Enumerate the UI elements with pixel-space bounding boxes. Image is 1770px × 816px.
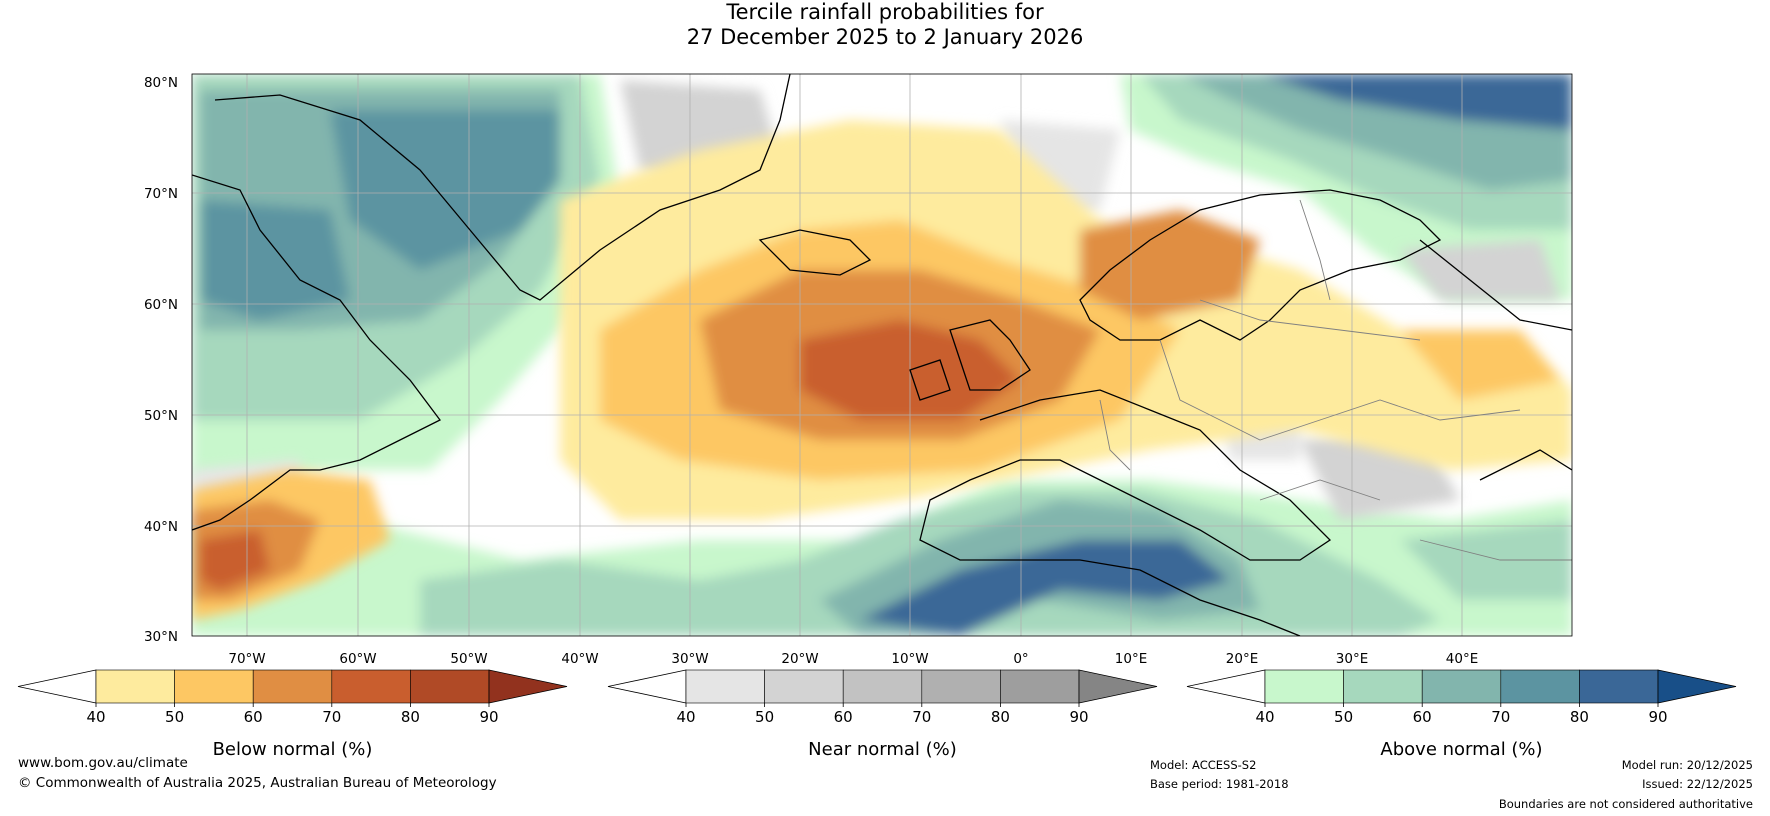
footer-disclaimer: Boundaries are not considered authoritat… xyxy=(1498,797,1753,811)
footer-issued: Issued: 22/12/2025 xyxy=(1642,777,1753,791)
above-colorbar-tick-label: 40 xyxy=(1255,708,1274,726)
probability-shading xyxy=(192,74,1572,636)
lat-label-60n: 60°N xyxy=(144,297,178,313)
footer-model-run: Model run: 20/12/2025 xyxy=(1621,758,1753,772)
below-colorbar-tick-label: 80 xyxy=(401,708,420,726)
near-colorbar-tick-label: 80 xyxy=(991,708,1010,726)
above-colorbar-tick-label: 60 xyxy=(1413,708,1432,726)
below-colorbar-segment-2 xyxy=(174,669,254,704)
near-colorbar-segment-2 xyxy=(764,669,844,704)
near-colorbar-tick-label: 50 xyxy=(755,708,774,726)
lat-label-80n: 80°N xyxy=(144,75,178,91)
above-normal-region-northeast xyxy=(1120,74,1572,300)
lat-label-50n: 50°N xyxy=(144,408,178,424)
near-colorbar-high-extension xyxy=(1078,669,1158,704)
lat-label-40n: 40°N xyxy=(144,519,178,535)
below-colorbar-segment-4 xyxy=(331,669,411,704)
lat-label-70n: 70°N xyxy=(144,186,178,202)
lon-label-20w: 20°W xyxy=(781,651,818,667)
graticule xyxy=(192,74,1572,636)
below-colorbar-tick-label: 90 xyxy=(479,708,498,726)
lon-label-10w: 10°W xyxy=(891,651,928,667)
below-colorbar-title: Below normal (%) xyxy=(213,739,373,760)
above-colorbar-tick-label: 90 xyxy=(1648,708,1667,726)
lon-label-70w: 70°W xyxy=(228,651,265,667)
footer-url: www.bom.gov.au/climate xyxy=(18,755,188,771)
near-colorbar-low-extension xyxy=(607,669,687,704)
footer-model: Model: ACCESS-S2 xyxy=(1150,758,1257,772)
near-colorbar-title: Near normal (%) xyxy=(808,739,957,760)
colorbar-above-normal: 40 50 60 70 80 90 Above normal (%) xyxy=(1186,669,1737,760)
near-colorbar-segment-1 xyxy=(685,669,765,704)
below-colorbar-high-extension xyxy=(488,669,568,704)
footer-copyright: © Commonwealth of Australia 2025, Austra… xyxy=(18,775,497,791)
lon-label-60w: 60°W xyxy=(339,651,376,667)
above-normal-region-south xyxy=(192,480,1572,636)
title-line-2: 27 December 2025 to 2 January 2026 xyxy=(686,25,1084,49)
colorbar-near-normal: 40 50 60 70 80 90 Near normal (%) xyxy=(607,669,1158,760)
lon-label-50w: 50°W xyxy=(450,651,487,667)
above-colorbar-segment-1 xyxy=(1264,669,1344,704)
above-colorbar-segment-5 xyxy=(1579,669,1659,704)
above-colorbar-segment-3 xyxy=(1421,669,1502,704)
latitude-labels: 80°N 70°N 60°N 50°N 40°N 30°N xyxy=(144,75,178,645)
near-colorbar-segment-4 xyxy=(921,669,1001,704)
below-colorbar-tick-label: 70 xyxy=(322,708,341,726)
above-colorbar-low-extension xyxy=(1186,669,1266,704)
near-colorbar-segment-3 xyxy=(842,669,923,704)
lon-label-30e: 30°E xyxy=(1336,651,1368,667)
below-colorbar-segment-3 xyxy=(252,669,333,704)
below-colorbar-tick-label: 40 xyxy=(86,708,105,726)
below-colorbar-segment-5 xyxy=(410,669,490,704)
above-colorbar-tick-label: 70 xyxy=(1491,708,1510,726)
country-borders xyxy=(1099,199,1572,561)
map-title: Tercile rainfall probabilities for 27 De… xyxy=(0,0,1770,50)
colorbar-below-normal: 40 50 60 70 80 90 Below normal (%) xyxy=(17,669,568,760)
below-normal-region-southwest xyxy=(192,470,390,620)
above-colorbar-tick-label: 80 xyxy=(1570,708,1589,726)
lon-label-20e: 20°E xyxy=(1226,651,1258,667)
above-colorbar-segment-2 xyxy=(1343,669,1423,704)
above-normal-region-west xyxy=(192,74,620,480)
lon-label-0: 0° xyxy=(1013,651,1028,667)
below-colorbar-tick-label: 60 xyxy=(244,708,263,726)
below-colorbar-tick-label: 50 xyxy=(165,708,184,726)
lon-label-10e: 10°E xyxy=(1115,651,1147,667)
coastlines xyxy=(192,74,1572,636)
below-colorbar-low-extension xyxy=(17,669,97,704)
lat-label-30n: 30°N xyxy=(144,629,178,645)
above-colorbar-high-extension xyxy=(1657,669,1737,704)
near-colorbar-tick-label: 40 xyxy=(676,708,695,726)
map-frame xyxy=(191,73,1573,637)
lon-label-40e: 40°E xyxy=(1446,651,1478,667)
lon-label-30w: 30°W xyxy=(671,651,708,667)
title-line-1: Tercile rainfall probabilities for xyxy=(726,0,1044,24)
near-colorbar-tick-label: 60 xyxy=(834,708,853,726)
footer-base-period: Base period: 1981-2018 xyxy=(1150,777,1289,791)
near-colorbar-tick-label: 70 xyxy=(912,708,931,726)
near-colorbar-segment-5 xyxy=(1000,669,1080,704)
map-panel xyxy=(191,73,1573,637)
above-colorbar-title: Above normal (%) xyxy=(1380,739,1542,760)
below-colorbar-segment-1 xyxy=(95,669,175,704)
longitude-labels: 70°W 60°W 50°W 40°W 30°W 20°W 10°W 0° 10… xyxy=(228,651,1478,667)
near-colorbar-tick-label: 90 xyxy=(1069,708,1088,726)
above-colorbar-segment-4 xyxy=(1500,669,1580,704)
lon-label-40w: 40°W xyxy=(561,651,598,667)
above-colorbar-tick-label: 50 xyxy=(1334,708,1353,726)
